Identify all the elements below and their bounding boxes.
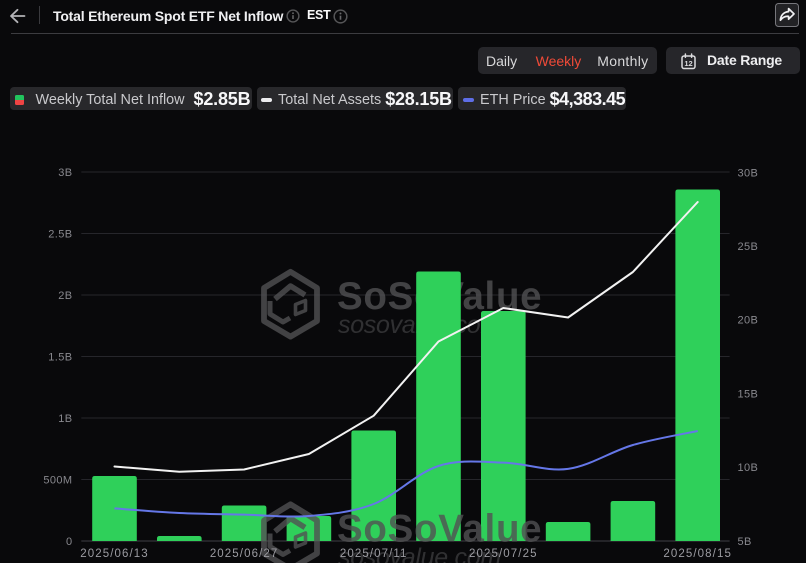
- svg-text:15B: 15B: [738, 388, 759, 400]
- svg-text:2025/08/15: 2025/08/15: [663, 548, 732, 560]
- svg-text:2025/06/13: 2025/06/13: [80, 548, 149, 560]
- svg-text:12: 12: [684, 59, 692, 68]
- svg-text:10B: 10B: [738, 462, 759, 474]
- svg-text:2.5B: 2.5B: [48, 228, 72, 240]
- svg-text:5B: 5B: [738, 536, 752, 548]
- svg-text:500M: 500M: [43, 474, 72, 486]
- svg-text:1B: 1B: [58, 413, 72, 425]
- svg-text:2025/07/11: 2025/07/11: [340, 548, 408, 560]
- svg-text:2025/06/27: 2025/06/27: [210, 548, 279, 560]
- svg-text:20B: 20B: [738, 315, 759, 327]
- svg-text:2025/07/25: 2025/07/25: [469, 548, 538, 560]
- svg-text:30B: 30B: [738, 167, 759, 179]
- svg-text:25B: 25B: [738, 241, 759, 253]
- svg-text:3B: 3B: [58, 167, 72, 179]
- svg-text:0: 0: [66, 536, 73, 548]
- svg-text:1.5B: 1.5B: [48, 351, 72, 363]
- svg-text:2B: 2B: [58, 290, 72, 302]
